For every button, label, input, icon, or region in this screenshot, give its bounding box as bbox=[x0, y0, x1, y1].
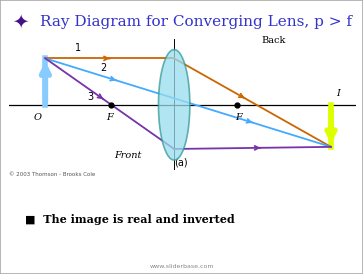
Text: ■  The image is real and inverted: ■ The image is real and inverted bbox=[25, 214, 235, 225]
Text: 3: 3 bbox=[87, 92, 93, 102]
Text: © 2003 Thomson - Brooks Cole: © 2003 Thomson - Brooks Cole bbox=[9, 172, 95, 177]
Text: 2: 2 bbox=[100, 63, 106, 73]
Text: (a): (a) bbox=[174, 158, 188, 168]
Text: Ray Diagram for Converging Lens, p > f: Ray Diagram for Converging Lens, p > f bbox=[40, 15, 352, 29]
Text: 1: 1 bbox=[76, 43, 81, 53]
Text: www.sliderbase.com: www.sliderbase.com bbox=[149, 264, 214, 269]
Text: Front: Front bbox=[114, 151, 142, 160]
Text: F: F bbox=[235, 113, 242, 122]
Text: F: F bbox=[106, 113, 113, 122]
Text: I: I bbox=[336, 89, 340, 98]
Text: Back: Back bbox=[261, 36, 285, 45]
Text: O: O bbox=[34, 113, 42, 122]
Text: ✦: ✦ bbox=[12, 12, 28, 31]
Polygon shape bbox=[159, 50, 190, 160]
